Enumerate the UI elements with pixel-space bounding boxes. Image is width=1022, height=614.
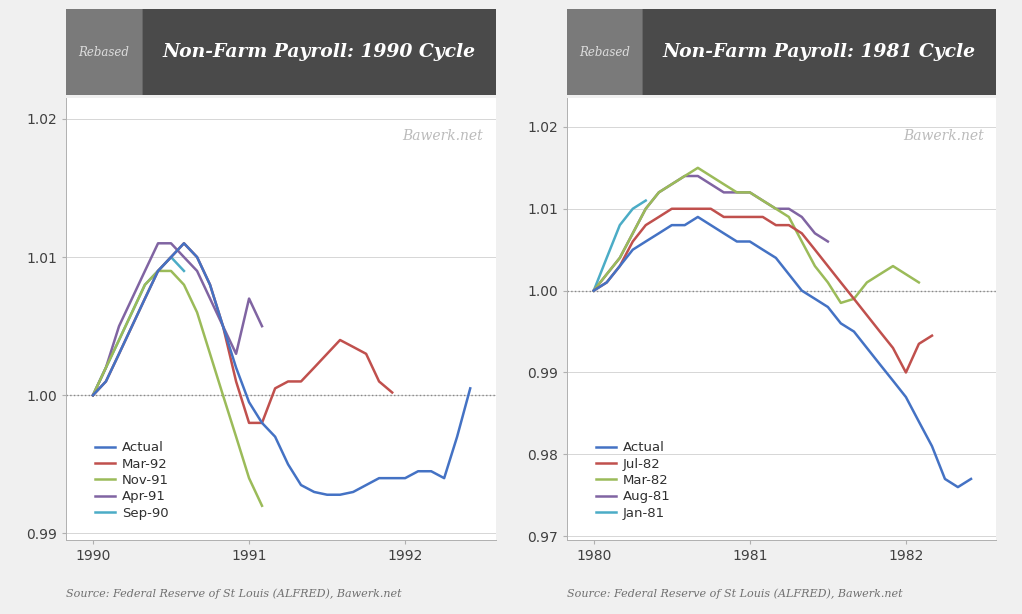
- Text: Source: Federal Reserve of St Louis (ALFRED), Bawerk.net: Source: Federal Reserve of St Louis (ALF…: [567, 588, 902, 599]
- Text: Bawerk.net: Bawerk.net: [402, 129, 482, 143]
- Text: Non-Farm Payroll: 1981 Cycle: Non-Farm Payroll: 1981 Cycle: [663, 43, 976, 61]
- Legend: Actual, Jul-82, Mar-82, Aug-81, Jan-81: Actual, Jul-82, Mar-82, Aug-81, Jan-81: [591, 436, 676, 525]
- Legend: Actual, Mar-92, Nov-91, Apr-91, Sep-90: Actual, Mar-92, Nov-91, Apr-91, Sep-90: [90, 436, 174, 525]
- Text: Rebased: Rebased: [579, 45, 631, 59]
- Text: Bawerk.net: Bawerk.net: [902, 129, 983, 143]
- Text: Non-Farm Payroll: 1990 Cycle: Non-Farm Payroll: 1990 Cycle: [162, 43, 475, 61]
- Text: Rebased: Rebased: [79, 45, 130, 59]
- Text: Source: Federal Reserve of St Louis (ALFRED), Bawerk.net: Source: Federal Reserve of St Louis (ALF…: [66, 588, 402, 599]
